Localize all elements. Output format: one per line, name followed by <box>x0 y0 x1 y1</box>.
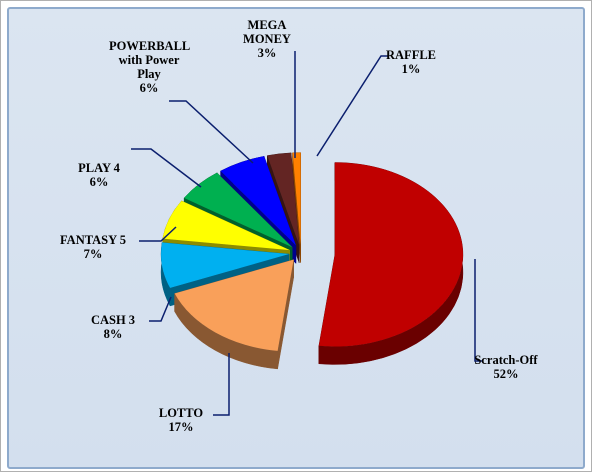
value-label: 17% <box>168 420 194 434</box>
leader-line <box>316 55 389 157</box>
data-label: FANTASY 5 7% <box>48 233 138 261</box>
value-label: 7% <box>83 247 103 261</box>
slice <box>162 200 290 251</box>
value-label: 52% <box>493 367 519 381</box>
slice-side <box>174 293 278 370</box>
value-label: 6% <box>139 81 159 95</box>
category-label: Scratch-Off <box>474 353 538 367</box>
leader-line <box>149 296 172 322</box>
category-label: POWERBALL with Power Play <box>109 39 191 81</box>
value-label: 6% <box>89 175 109 189</box>
slice <box>292 152 301 245</box>
value-label: 1% <box>401 62 421 76</box>
data-label: LOTTO 17% <box>146 406 216 434</box>
category-label: CASH 3 <box>90 313 136 327</box>
data-label: Scratch-Off 52% <box>461 353 551 381</box>
leader-line <box>474 259 483 362</box>
category-label: FANTASY 5 <box>59 233 127 247</box>
slice <box>220 156 296 246</box>
data-label: PLAY 4 6% <box>64 161 134 189</box>
slice <box>318 162 463 347</box>
data-label: MEGA MONEY 3% <box>232 18 302 60</box>
slice <box>161 242 290 288</box>
value-label: 8% <box>103 327 123 341</box>
data-label: RAFFLE 1% <box>376 48 446 76</box>
data-label: POWERBALL with Power Play 6% <box>109 39 191 95</box>
leader-line <box>213 353 230 416</box>
slice <box>267 152 300 245</box>
leader-line <box>169 100 254 164</box>
category-label: MEGA MONEY <box>243 18 291 46</box>
leader-line <box>131 148 202 188</box>
slice <box>184 172 293 248</box>
category-label: LOTTO <box>158 406 204 420</box>
category-label: PLAY 4 <box>78 161 120 175</box>
value-label: 3% <box>257 46 277 60</box>
data-label: CASH 3 8% <box>78 313 148 341</box>
slice <box>174 259 294 351</box>
category-label: RAFFLE <box>386 48 436 62</box>
leader-line <box>139 226 177 242</box>
